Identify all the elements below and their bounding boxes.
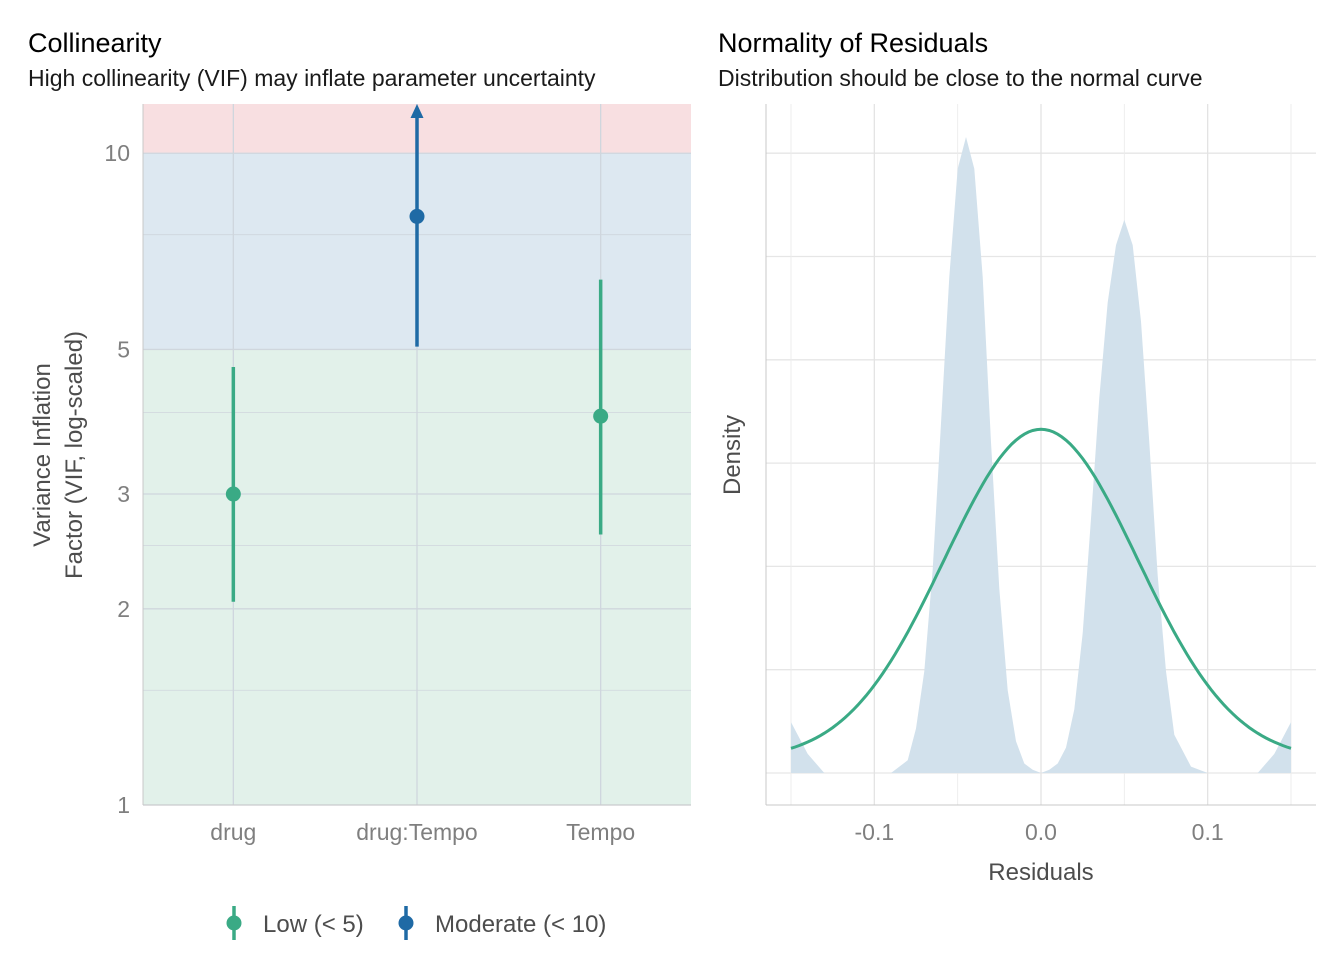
vif-point-drug:Tempo: [409, 208, 425, 224]
normality-subtitle: Distribution should be close to the norm…: [718, 65, 1203, 91]
collinearity-title: Collinearity: [28, 28, 162, 58]
vif-points: [225, 104, 609, 602]
y-tick-label: 5: [117, 336, 130, 362]
legend-key-point: [226, 915, 242, 931]
legend-key-point: [398, 915, 414, 931]
x-tick-label: drug: [210, 819, 256, 845]
normality-xlabel: Residuals: [988, 859, 1093, 886]
vif-ylabel-line1: Variance Inflation: [29, 363, 56, 547]
collinearity-panel: Collinearity High collinearity (VIF) may…: [28, 28, 691, 940]
normality-gridlines: [766, 104, 1316, 805]
normal-curve-line: [790, 427, 1292, 750]
legend-label: Low (< 5): [263, 911, 364, 938]
x-tick-label: 0.0: [1025, 819, 1057, 845]
y-tick-label: 10: [104, 140, 130, 166]
vif-interval-arrow: [410, 104, 424, 118]
normality-ylabel: Density: [719, 415, 746, 495]
collinearity-subtitle: High collinearity (VIF) may inflate para…: [28, 65, 596, 91]
x-tick-label: drug:Tempo: [356, 819, 477, 845]
x-tick-label: 0.1: [1192, 819, 1224, 845]
x-tick-label: -0.1: [855, 819, 895, 845]
x-tick-label: Tempo: [566, 819, 635, 845]
normality-x-tick-labels: -0.1 0.0 0.1: [855, 819, 1224, 845]
normality-title: Normality of Residuals: [718, 28, 988, 58]
vif-x-tick-labels: drug drug:Tempo Tempo: [210, 819, 635, 845]
vif-y-tick-labels: 1 2 3 5 10: [104, 140, 130, 818]
legend: Low (< 5) Moderate (< 10): [226, 906, 606, 940]
vif-point-Tempo: [593, 408, 609, 424]
legend-label: Moderate (< 10): [435, 911, 606, 938]
vif-ylabel-line2: Factor (VIF, log-scaled): [61, 331, 88, 579]
normality-curve: [790, 427, 1292, 750]
y-tick-label: 2: [117, 596, 130, 622]
y-tick-label: 3: [117, 481, 130, 507]
vif-point-drug: [225, 486, 241, 502]
y-tick-label: 1: [117, 792, 130, 818]
normality-axes: [765, 104, 1316, 806]
normality-panel: Normality of Residuals Distribution shou…: [718, 28, 1316, 886]
